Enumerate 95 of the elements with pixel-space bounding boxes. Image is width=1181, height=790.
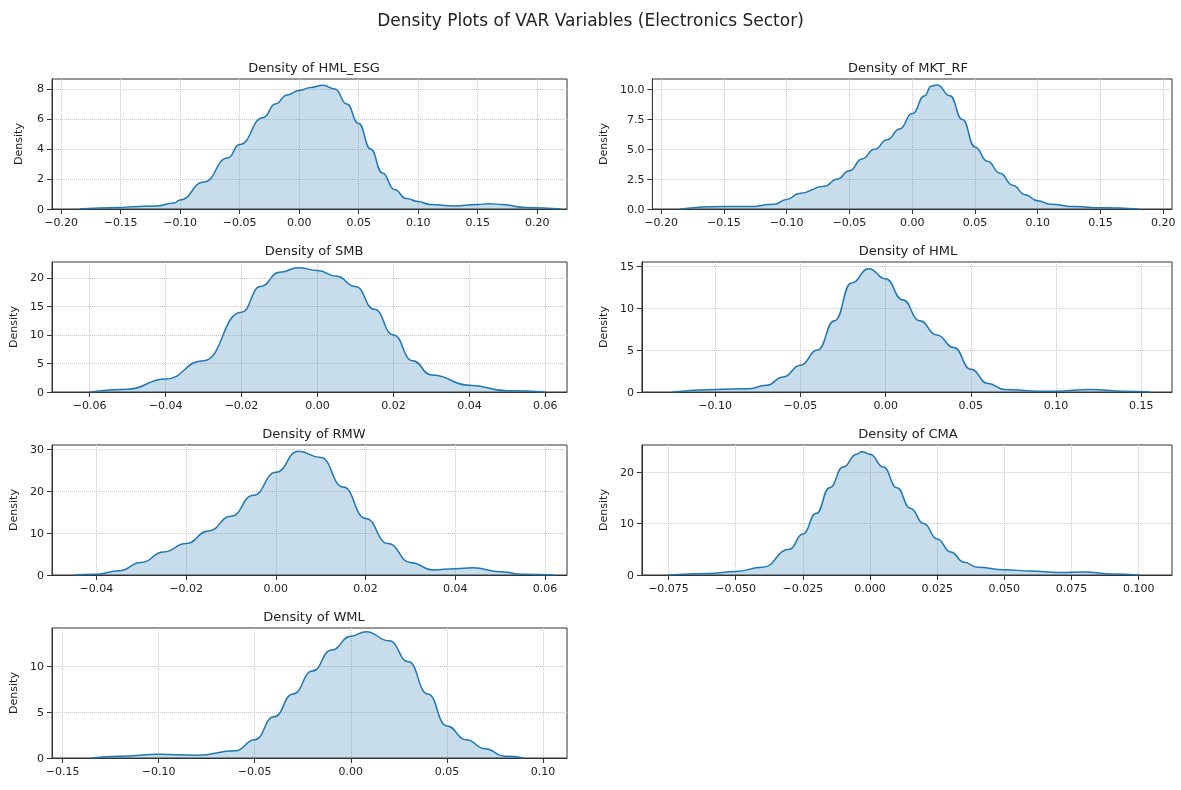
y-tick-label: 4 [37,142,44,156]
y-tick-label: 5 [626,343,634,357]
y-tick-label: 10 [30,659,44,673]
y-tick-label: 0 [37,751,44,765]
x-tick-label: 0.075 [1055,582,1088,595]
x-tick-label: −0.050 [715,582,757,595]
y-tick-label: 20 [30,484,44,498]
y-tick-label: 0 [37,202,44,216]
x-tick-label: 0.10 [1025,216,1050,229]
x-tick-label: 0.06 [532,582,558,595]
y-tick-label: 2.5 [626,172,645,186]
x-tick-label: 0.050 [988,582,1021,595]
x-tick-label: −0.10 [698,399,733,412]
x-tick-label: 0.025 [921,582,953,595]
y-axis-title: Density [597,305,610,348]
x-tick-label: 0.05 [958,399,984,412]
y-tick-label: 30 [30,442,44,456]
y-axis-title: Density [7,305,21,348]
x-tick-label: −0.10 [769,216,804,229]
x-tick-label: 0.10 [530,765,556,778]
x-tick-label: −0.02 [169,582,203,595]
x-tick-label: 0.02 [381,399,406,412]
x-tick-label: 0.00 [338,765,364,778]
x-tick-label: −0.06 [72,399,107,412]
x-tick-label: −0.15 [707,216,741,229]
y-axis-title: Density [597,488,610,531]
y-tick-label: 0 [37,568,44,582]
y-tick-label: 5.0 [626,142,645,156]
y-tick-label: 0 [37,385,44,399]
y-tick-label: 8 [37,82,44,96]
x-tick-label: −0.05 [783,399,818,412]
y-tick-label: 10 [619,301,634,315]
y-tick-label: 20 [619,465,634,479]
x-tick-label: −0.05 [222,216,257,229]
chart-title: Density of HML [858,243,958,258]
y-tick-label: 5 [37,705,44,719]
x-tick-label: 0.15 [1088,216,1113,229]
chart-title: Density of HML_ESG [248,60,380,75]
x-tick-label: 0.05 [346,216,371,229]
x-tick-label: −0.15 [45,765,80,778]
y-axis-title: Density [7,488,21,531]
x-tick-label: 0.100 [1122,582,1155,595]
y-tick-label: 0 [626,568,634,582]
x-tick-label: −0.20 [644,216,679,229]
x-tick-label: 0.15 [1129,399,1154,412]
x-tick-label: 0.05 [434,765,460,778]
x-tick-label: 0.10 [1043,399,1069,412]
y-tick-label: 15 [619,259,634,273]
x-tick-label: 0.00 [873,399,898,412]
y-tick-label: 5 [37,356,44,370]
x-tick-label: −0.04 [148,399,183,412]
chart-title: Density of SMB [264,243,364,258]
x-tick-label: 0.15 [465,216,490,229]
x-tick-label: 0.00 [263,582,289,595]
y-tick-label: 20 [30,271,44,285]
x-tick-label: 0.05 [962,216,988,229]
x-tick-label: −0.10 [163,216,197,229]
chart-title: Density of RMW [262,426,366,441]
chart-title: Density of CMA [858,426,958,441]
y-tick-label: 10 [30,526,44,540]
x-tick-label: −0.05 [832,216,867,229]
y-tick-label: 10.0 [619,83,645,97]
chart-title: Density of WML [263,609,366,624]
x-tick-label: 0.20 [1150,216,1176,229]
text: Density Plots of VAR Variables (Electronics Sector) [376,10,805,30]
y-tick-label: 10 [30,328,44,342]
y-tick-label: 0.0 [626,202,645,216]
x-tick-label: 0.02 [353,582,378,595]
x-tick-label: 0.04 [443,582,468,595]
x-tick-label: 0.00 [899,216,925,229]
x-tick-label: −0.025 [782,582,824,595]
y-axis-title: Density [12,122,25,165]
x-tick-label: 0.00 [305,399,330,412]
y-tick-label: 2 [37,172,44,186]
x-tick-label: −0.10 [141,765,176,778]
y-tick-label: 7.5 [626,113,645,127]
x-tick-label: 0.10 [405,216,431,229]
x-tick-label: −0.075 [648,582,689,595]
y-tick-label: 6 [37,112,44,126]
x-tick-label: −0.02 [224,399,259,412]
x-tick-label: −0.20 [44,216,78,229]
x-tick-label: 0.000 [854,582,886,595]
x-tick-label: 0.06 [533,399,558,412]
chart-title: Density of MKT_RF [848,60,968,75]
x-tick-label: −0.04 [79,582,114,595]
y-tick-label: 0 [626,385,634,399]
x-tick-label: 0.04 [457,399,482,412]
x-tick-label: −0.05 [237,765,272,778]
y-axis-title: Density [597,122,610,165]
x-tick-label: 0.20 [524,216,550,229]
x-tick-label: 0.00 [286,216,312,229]
y-tick-label: 10 [619,517,634,531]
x-tick-label: −0.15 [103,216,138,229]
y-axis-title: Density [7,671,21,714]
y-tick-label: 15 [30,299,44,313]
